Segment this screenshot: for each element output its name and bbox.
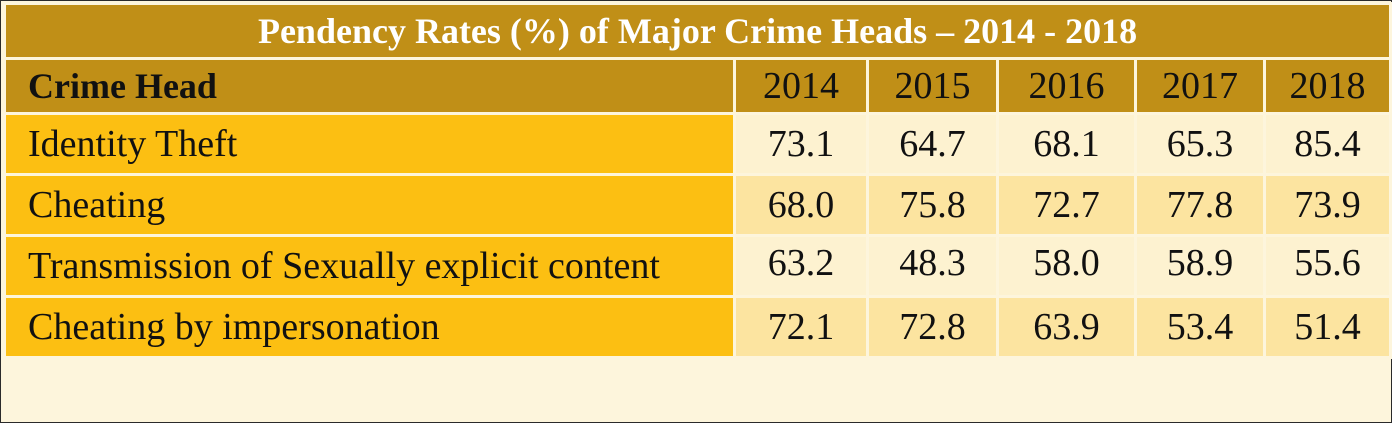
cell-value: 72.1 xyxy=(733,295,869,359)
cell-value: 72.8 xyxy=(866,295,999,359)
table-row: Identity Theft 73.1 64.7 68.1 65.3 85.4 xyxy=(3,112,1392,176)
row-label-identity-theft: Identity Theft xyxy=(3,112,736,176)
cell-value: 73.9 xyxy=(1262,173,1392,237)
cell-value: 58.0 xyxy=(996,234,1137,298)
header-year-2017: 2017 xyxy=(1134,57,1266,115)
table-title: Pendency Rates (%) of Major Crime Heads … xyxy=(2,2,1392,60)
cell-value: 85.4 xyxy=(1262,112,1392,176)
cell-value: 73.1 xyxy=(733,112,869,176)
title-row: Pendency Rates (%) of Major Crime Heads … xyxy=(2,2,1392,60)
cell-value: 58.9 xyxy=(1134,234,1266,298)
header-year-2015: 2015 xyxy=(866,57,999,115)
cell-value: 51.4 xyxy=(1262,295,1392,359)
header-year-2014: 2014 xyxy=(733,57,869,115)
cell-value: 68.0 xyxy=(733,173,869,237)
row-label-cheating-by-impersonation: Cheating by impersonation xyxy=(3,295,736,359)
cell-value: 53.4 xyxy=(1134,295,1266,359)
pendency-rates-table: Pendency Rates (%) of Major Crime Heads … xyxy=(2,2,1392,359)
header-crime-head: Crime Head xyxy=(3,57,736,115)
header-year-2016: 2016 xyxy=(996,57,1137,115)
cell-value: 72.7 xyxy=(996,173,1137,237)
cell-value: 63.2 xyxy=(733,234,869,298)
cell-value: 65.3 xyxy=(1134,112,1266,176)
cell-value: 64.7 xyxy=(866,112,999,176)
row-label-cheating: Cheating xyxy=(3,173,736,237)
row-label-transmission-explicit-content: Transmission of Sexually explicit conten… xyxy=(3,234,736,298)
header-row: Crime Head 2014 2015 2016 2017 2018 xyxy=(3,57,1392,115)
cell-value: 48.3 xyxy=(866,234,999,298)
cell-value: 75.8 xyxy=(866,173,999,237)
table-row: Transmission of Sexually explicit conten… xyxy=(3,234,1392,298)
cell-value: 68.1 xyxy=(996,112,1137,176)
header-year-2018: 2018 xyxy=(1262,57,1392,115)
cell-value: 55.6 xyxy=(1262,234,1392,298)
table-row: Cheating by impersonation 72.1 72.8 63.9… xyxy=(3,295,1392,359)
cell-value: 77.8 xyxy=(1134,173,1266,237)
cell-value: 63.9 xyxy=(996,295,1137,359)
table-row: Cheating 68.0 75.8 72.7 77.8 73.9 xyxy=(3,173,1392,237)
